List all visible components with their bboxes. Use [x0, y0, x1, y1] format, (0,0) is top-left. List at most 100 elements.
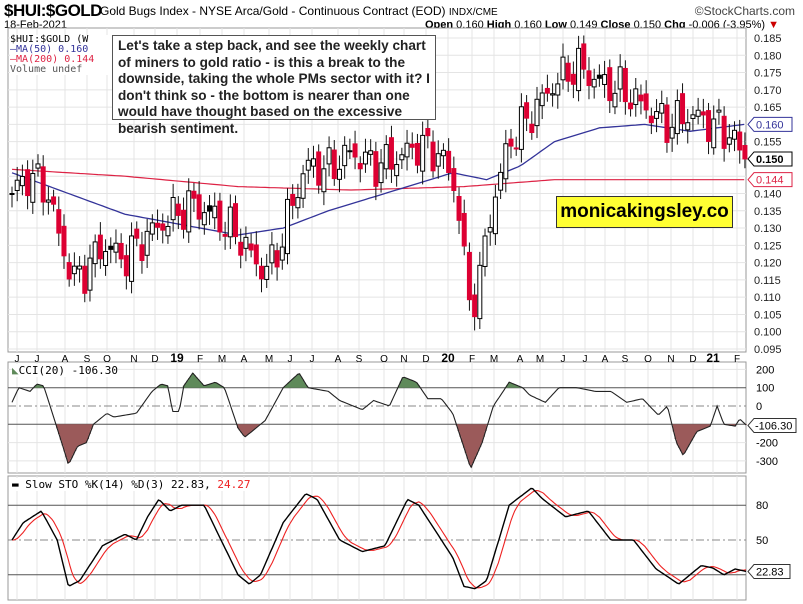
price-candle [503, 129, 509, 193]
price-candle [596, 64, 602, 87]
candle-body [607, 67, 613, 102]
price-tick-label: 0.120 [754, 258, 782, 270]
candle-body [664, 104, 670, 143]
candle-body [524, 102, 530, 119]
candle-body [56, 209, 62, 234]
price-candle [482, 228, 488, 277]
price-candle [155, 209, 161, 240]
candle-body [347, 150, 353, 153]
candle-body [35, 163, 41, 169]
price-tick-label: 0.170 [754, 85, 782, 97]
price-candle [326, 136, 332, 177]
candle-body [518, 106, 524, 150]
candle-body [186, 190, 192, 233]
price-candle [700, 98, 706, 129]
candle-body [149, 222, 155, 235]
price-candle [425, 118, 431, 149]
candle-body [513, 147, 519, 150]
month-tick-label: J [15, 354, 20, 365]
candle-body [326, 147, 332, 165]
candle-body [92, 241, 98, 265]
price-candle [732, 121, 738, 152]
price-candle [103, 239, 109, 276]
candle-body [238, 241, 244, 256]
candle-body [425, 128, 431, 137]
price-tick-label: 0.125 [754, 240, 782, 252]
price-candle [253, 231, 259, 277]
price-candle [170, 183, 176, 232]
candle-body [394, 164, 400, 177]
price-candle [30, 159, 36, 214]
sto-label: ▬ Slow STO %K(14) %D(3) 22.83, 24.27 [12, 478, 251, 491]
price-candle [35, 154, 41, 177]
price-candle [539, 84, 545, 120]
price-candle [269, 232, 275, 275]
month-tick-label: M [218, 354, 226, 365]
price-candle [690, 106, 696, 131]
price-candle [118, 233, 124, 269]
candle-body [357, 163, 363, 170]
month-tick-label: J [288, 354, 293, 365]
legend: $HUI:$GOLD (W —MA(50) 0.160 —MA(200) 0.1… [10, 35, 112, 75]
candle-body [368, 150, 374, 155]
price-candle [612, 80, 618, 115]
candle-body [331, 149, 337, 180]
price-candle [25, 160, 31, 210]
price-candle [706, 102, 712, 155]
cci-tag-shape [747, 417, 797, 433]
month-tick-label: S [622, 354, 629, 365]
price-candle [160, 213, 166, 244]
candle-body [612, 92, 618, 108]
candle-body [284, 198, 290, 255]
month-tick-label: 21 [706, 351, 720, 365]
price-tick-label: 0.135 [754, 206, 782, 218]
candle-body [233, 203, 239, 238]
price-candle [716, 98, 722, 125]
price-candle [310, 145, 316, 178]
price-tick-label: 0.165 [754, 102, 782, 114]
candle-body [435, 153, 441, 167]
price-tick-label: 0.095 [754, 344, 782, 356]
price-candle [113, 229, 119, 264]
candle-body [321, 168, 327, 193]
ma50-value-tag-shape [747, 116, 793, 132]
price-candle [617, 54, 623, 102]
candle-body [217, 200, 223, 233]
price-candle [544, 74, 550, 102]
price-candle [233, 195, 239, 245]
price-candle [274, 242, 280, 281]
cci-tick-label: -200 [756, 438, 778, 450]
sto-d-value: 24.27 [217, 478, 251, 491]
month-tick-label: O [644, 354, 652, 365]
month-tick-label: F [197, 354, 203, 365]
candle-body [451, 168, 457, 192]
candle-body [342, 144, 348, 167]
cci-tick-label: -300 [756, 456, 778, 468]
price-candle [654, 99, 660, 133]
ma200-value-tag-text: 0.144 [756, 175, 784, 187]
candle-body [711, 118, 717, 149]
price-candle [742, 132, 748, 169]
candle-body [155, 222, 161, 228]
price-candle [570, 61, 576, 99]
month-tick-label: A [335, 354, 342, 365]
candle-body [144, 230, 150, 256]
candle-body [414, 142, 420, 166]
candle-body [487, 227, 493, 233]
candle-body [461, 212, 467, 247]
candle-body [243, 236, 249, 249]
price-candle [628, 89, 634, 117]
ma50-value-tag-text: 0.160 [756, 119, 784, 131]
month-tick-label: M [265, 354, 273, 365]
price-candle [466, 242, 472, 311]
month-tick-label: N [400, 354, 407, 365]
candle-body [274, 250, 280, 268]
price-candle [66, 253, 72, 287]
candle-body [222, 233, 228, 237]
month-tick-label: S [356, 354, 363, 365]
price-candle [373, 141, 379, 201]
candle-body [123, 255, 129, 277]
candle-body [264, 265, 270, 280]
price-candle [534, 86, 540, 139]
price-candle [279, 233, 285, 270]
